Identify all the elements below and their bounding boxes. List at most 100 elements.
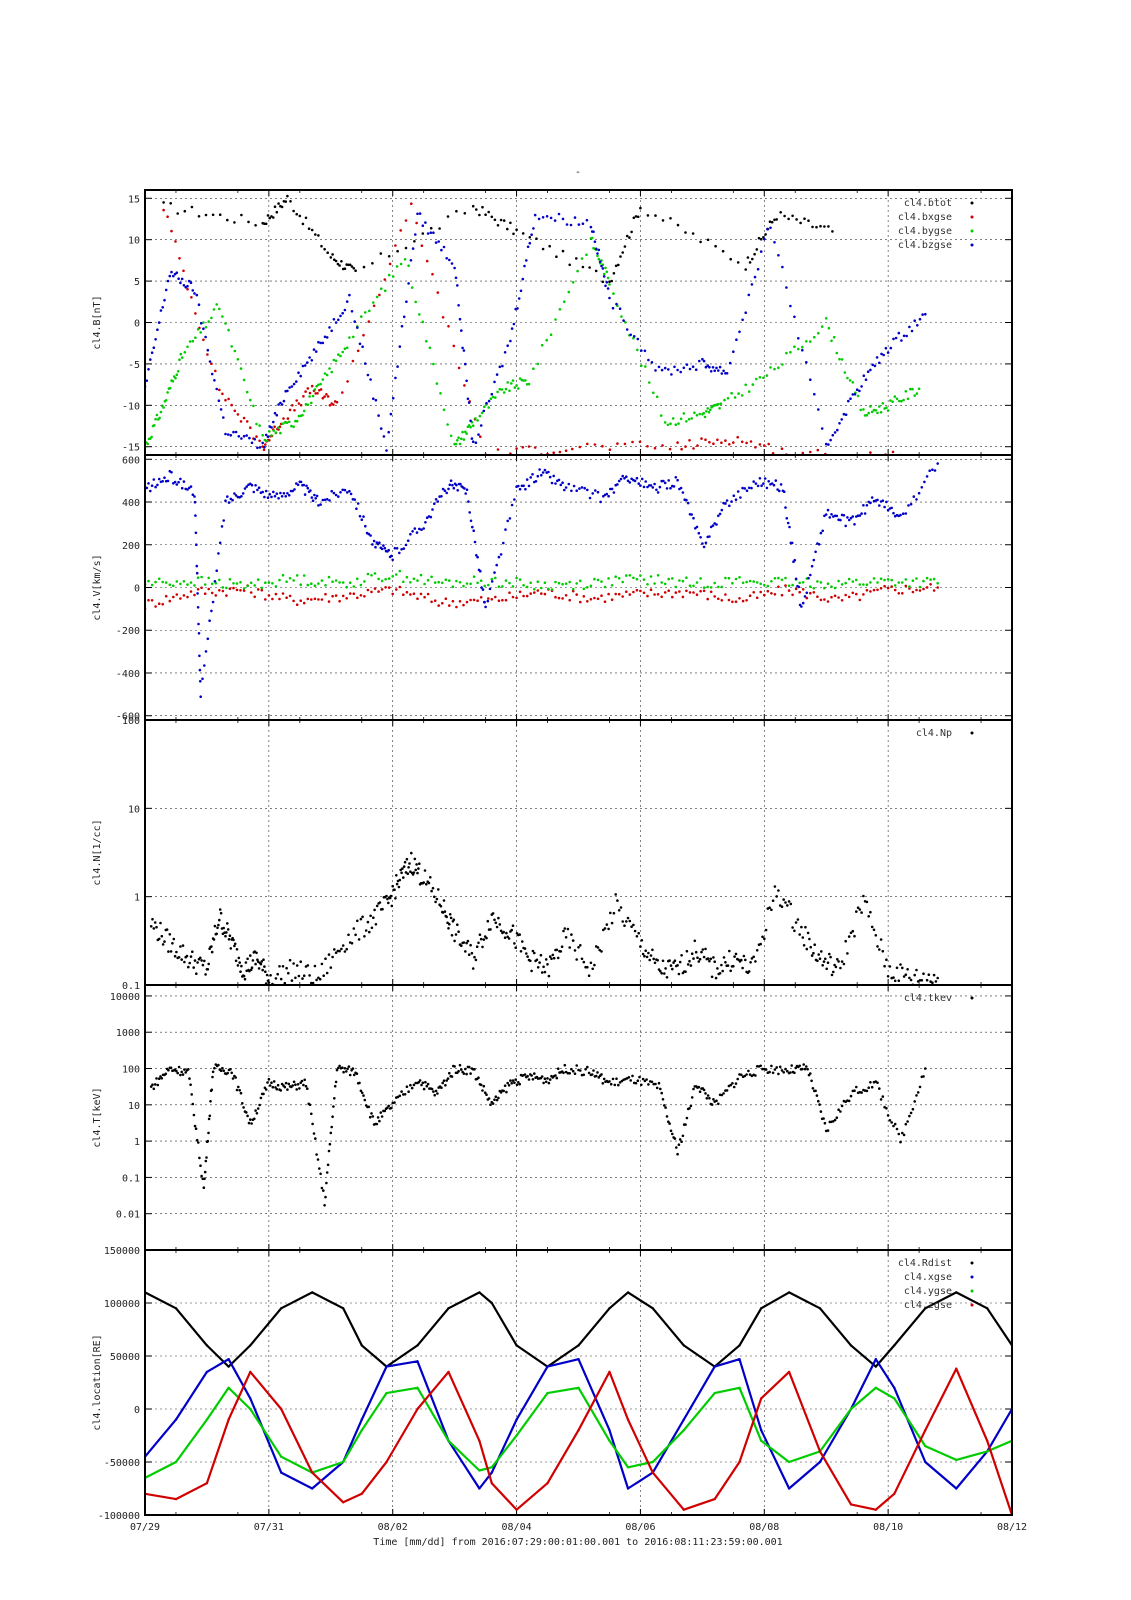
data-point: [710, 1103, 714, 1106]
data-point: [368, 309, 371, 313]
data-point: [705, 410, 708, 413]
data-point: [596, 254, 599, 258]
data-point: [442, 899, 446, 902]
data-point: [731, 581, 734, 585]
data-point: [533, 213, 537, 217]
y-tick-label: 0: [134, 584, 140, 595]
data-point: [714, 244, 717, 248]
y-tick-label: 1: [134, 1137, 140, 1148]
data-point: [674, 585, 678, 589]
data-point: [717, 1102, 720, 1106]
data-point: [544, 1080, 548, 1084]
data-point: [447, 1370, 450, 1374]
data-point: [621, 920, 624, 923]
data-point: [697, 531, 701, 535]
data-point: [394, 376, 397, 380]
data-point: [590, 1073, 594, 1076]
data-point: [532, 227, 535, 230]
data-point: [280, 403, 284, 406]
data-point: [720, 1093, 724, 1097]
data-point: [709, 590, 713, 594]
data-point: [514, 1078, 517, 1081]
data-point: [541, 247, 545, 251]
data-point: [256, 578, 260, 581]
data-point: [419, 592, 423, 596]
data-point: [394, 897, 397, 900]
data-point: [186, 583, 189, 586]
data-point: [677, 1143, 681, 1146]
data-point: [611, 306, 615, 310]
data-point: [651, 1460, 655, 1464]
data-point: [328, 404, 332, 407]
data-point: [298, 214, 302, 218]
data-point: [421, 320, 425, 324]
data-point: [767, 442, 770, 446]
data-point: [810, 954, 814, 957]
data-point: [918, 1085, 922, 1089]
data-point: [632, 576, 635, 580]
data-point: [837, 1108, 840, 1111]
data-point: [784, 584, 787, 587]
data-point: [585, 253, 588, 257]
data-point: [457, 366, 461, 370]
data-point: [925, 978, 929, 982]
data-point: [591, 492, 594, 495]
data-point: [589, 584, 593, 588]
data-point: [239, 420, 243, 423]
data-point: [688, 439, 691, 442]
data-point: [426, 232, 430, 235]
data-point: [936, 462, 939, 465]
data-point: [202, 327, 205, 331]
data-point: [748, 1073, 752, 1076]
data-point: [306, 1087, 309, 1090]
data-point: [227, 1365, 230, 1368]
data-point: [467, 424, 471, 427]
data-point: [824, 442, 828, 446]
data-point: [210, 362, 213, 366]
data-point: [564, 594, 568, 597]
data-point: [521, 277, 525, 281]
data-point: [747, 486, 751, 490]
data-point: [692, 591, 695, 594]
data-point: [790, 1064, 793, 1067]
data-point: [608, 1429, 611, 1432]
data-point: [210, 609, 213, 613]
data-point: [759, 1439, 763, 1443]
data-point: [303, 493, 307, 496]
data-point: [333, 258, 336, 262]
data-point: [659, 414, 663, 417]
data-point: [152, 1087, 156, 1091]
data-point: [375, 295, 379, 299]
data-point: [745, 489, 749, 493]
data-point: [791, 583, 794, 587]
data-point: [257, 486, 261, 490]
data-point: [716, 967, 719, 970]
data-point: [886, 508, 890, 512]
data-point: [279, 1089, 283, 1092]
data-point: [819, 224, 822, 228]
data-point: [340, 947, 343, 951]
data-point: [441, 581, 444, 585]
data-point: [661, 1098, 665, 1101]
data-point: [387, 577, 391, 580]
data-point: [851, 381, 855, 384]
data-point: [360, 1418, 363, 1421]
data-point: [653, 582, 656, 585]
data-point: [745, 599, 748, 602]
data-point: [837, 960, 840, 963]
data-point: [348, 592, 352, 595]
data-point: [379, 1111, 383, 1114]
data-point: [766, 584, 770, 588]
data-point: [560, 945, 564, 948]
data-point: [551, 953, 555, 957]
data-point: [718, 512, 722, 516]
data-point: [541, 471, 545, 474]
data-point: [157, 937, 161, 941]
data-point: [913, 1100, 916, 1103]
x-tick-label: 07/31: [254, 1522, 284, 1533]
data-point: [680, 447, 683, 451]
data-point: [717, 585, 720, 589]
data-point: [264, 433, 268, 437]
data-point: [186, 488, 189, 491]
data-point: [589, 225, 593, 229]
